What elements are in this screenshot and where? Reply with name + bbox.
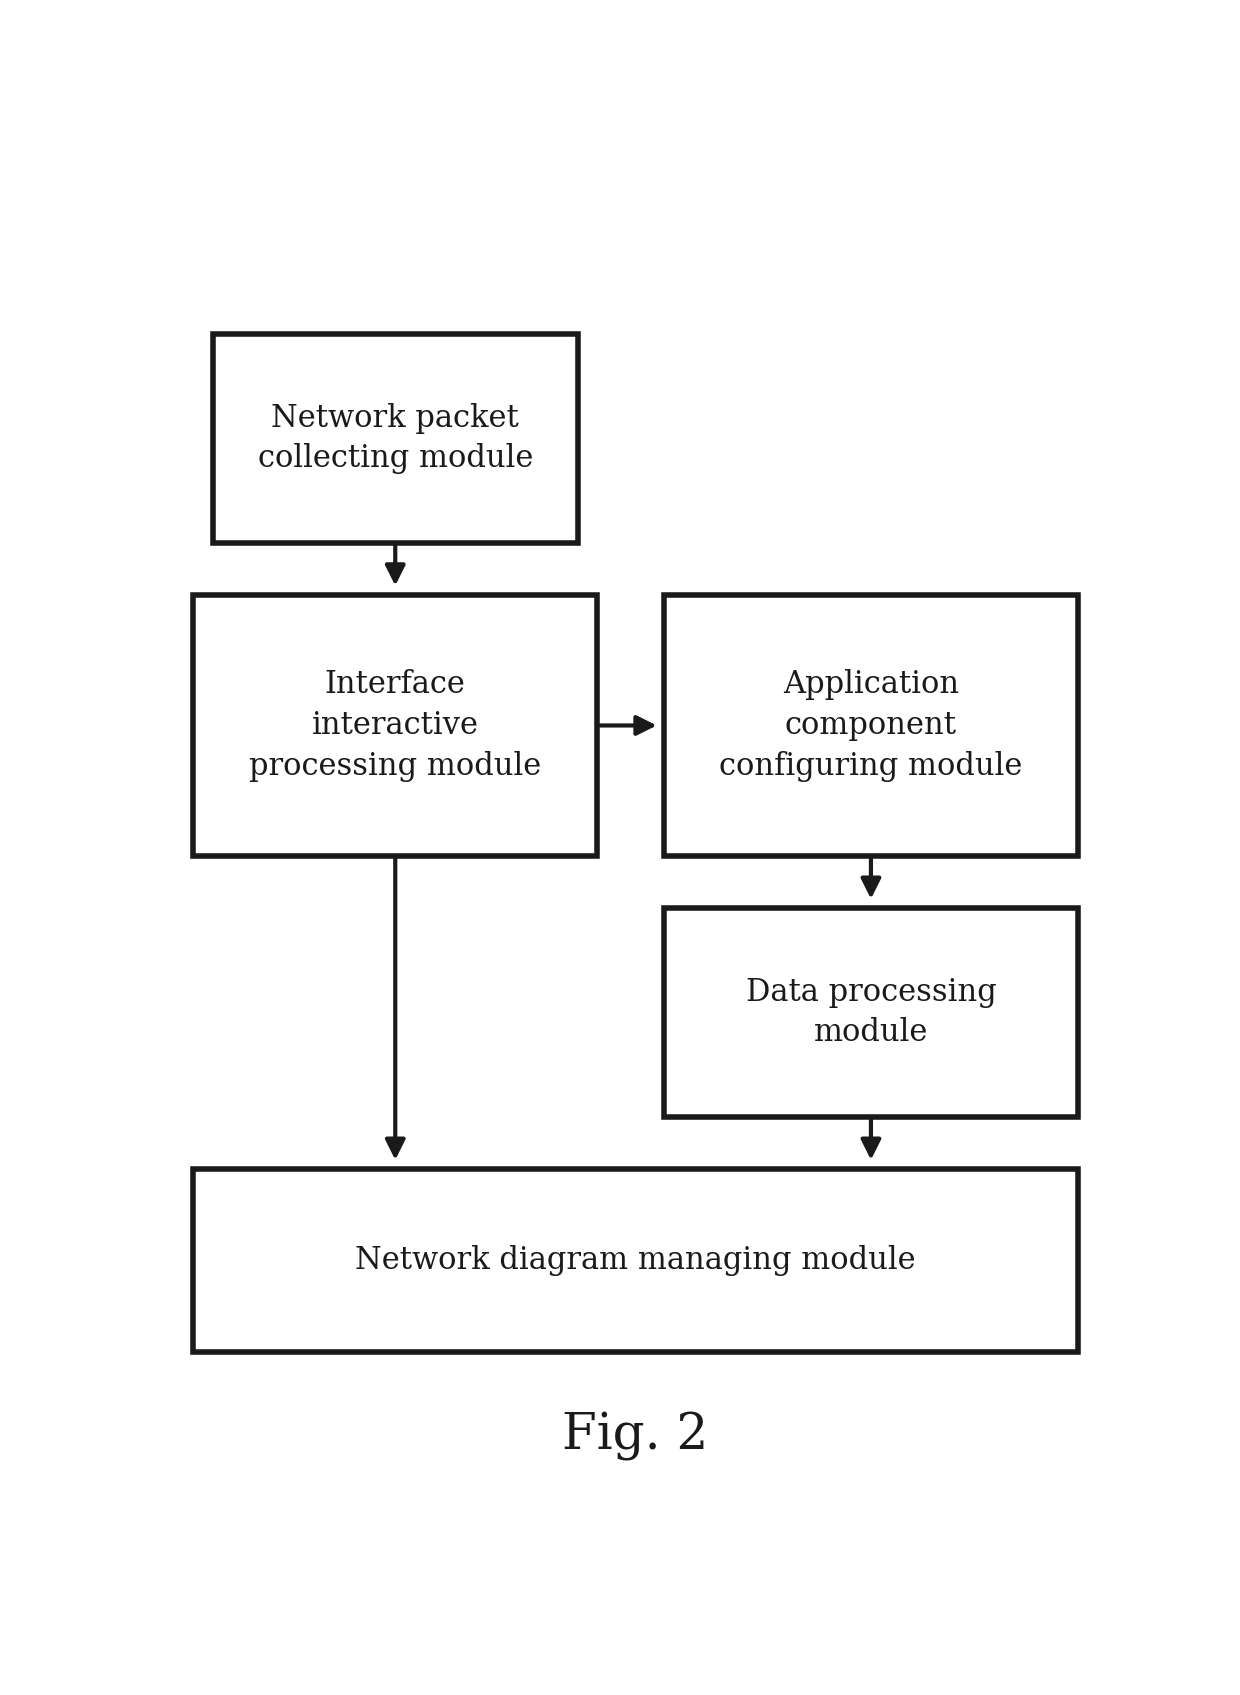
Bar [213, 334, 578, 542]
Text: Fig. 2: Fig. 2 [563, 1412, 708, 1461]
Text: Data processing
module: Data processing module [745, 976, 996, 1049]
Bar [665, 909, 1078, 1117]
Bar [193, 595, 596, 856]
Text: Network packet
collecting module: Network packet collecting module [258, 402, 533, 475]
Bar [665, 595, 1078, 856]
Text: Application
component
configuring module: Application component configuring module [719, 670, 1023, 781]
Bar [193, 1170, 1078, 1353]
Text: Interface
interactive
processing module: Interface interactive processing module [249, 670, 542, 781]
Text: Network diagram managing module: Network diagram managing module [355, 1246, 916, 1276]
